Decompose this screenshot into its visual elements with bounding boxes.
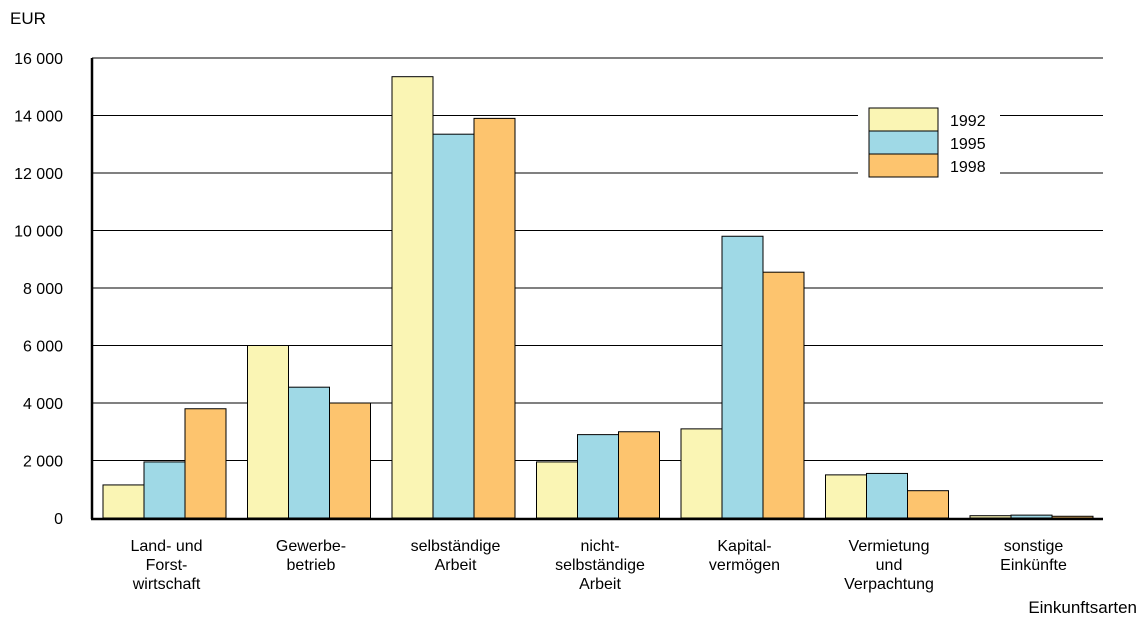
x-category-label: Vermietung und Verpachtung [844, 538, 934, 593]
bar-1998-3 [618, 431, 660, 519]
bar-1992-0 [102, 484, 145, 519]
bar-1992-3 [536, 461, 578, 519]
bar-1992-5 [825, 474, 867, 519]
bar-1998-1 [329, 402, 371, 519]
legend-swatch-1998 [868, 153, 939, 178]
bar-1998-6 [1051, 515, 1094, 519]
bar-1995-2 [432, 133, 475, 519]
legend-label-1995: 1995 [950, 136, 986, 153]
bar-1995-1 [288, 386, 330, 519]
x-category-label: Kapital-vermögen [709, 538, 780, 574]
x-axis-label: Einkunftsarten [1028, 598, 1137, 617]
legend: 1992 1995 1998 [868, 107, 986, 178]
legend-label-1998: 1998 [950, 159, 986, 176]
y-tick-label: 12 000 [14, 166, 63, 183]
x-category-label: sonstige Einkünfte [1000, 538, 1067, 574]
bars [102, 76, 1094, 519]
bar-1998-2 [473, 117, 516, 519]
y-tick-label: 6 000 [23, 339, 63, 356]
labels: 0 2 000 4 000 6 000 8 000 10 000 12 000 14 000 1… [10, 9, 1137, 617]
axes [90, 58, 1103, 521]
bar-1995-4 [721, 235, 764, 519]
bar-1992-4 [680, 428, 723, 519]
y-tick-label: 10 000 [14, 224, 63, 241]
bar-1992-2 [391, 76, 434, 519]
bar-1995-5 [866, 472, 908, 519]
y-axis-label: EUR [10, 9, 46, 28]
x-category-label: selbständige Arbeit [411, 538, 501, 574]
bar-1992-6 [969, 515, 1012, 519]
legend-swatch-1995 [868, 130, 939, 155]
legend-swatch-1992 [868, 107, 939, 132]
y-tick-label: 4 000 [23, 396, 63, 413]
bar-1998-5 [907, 490, 949, 519]
x-category-label: nicht-selbständige Arbeit [555, 538, 645, 593]
bar-1998-4 [762, 271, 805, 519]
y-tick-label: 16 000 [14, 51, 63, 68]
bar-1995-0 [143, 461, 186, 519]
y-tick-label: 2 000 [23, 454, 63, 471]
bar-1992-1 [247, 345, 289, 519]
bar-1995-3 [577, 434, 619, 519]
y-tick-label: 0 [54, 511, 63, 528]
x-category-label: Land- und Forst-wirtschaft [130, 538, 202, 593]
y-tick-label: 8 000 [23, 281, 63, 298]
legend-label-1992: 1992 [950, 113, 986, 130]
bar-1995-6 [1010, 514, 1053, 519]
x-category-label: Gewerbe-betrieb [276, 538, 346, 574]
y-tick-label: 14 000 [14, 109, 63, 126]
bar-1998-0 [184, 408, 227, 519]
